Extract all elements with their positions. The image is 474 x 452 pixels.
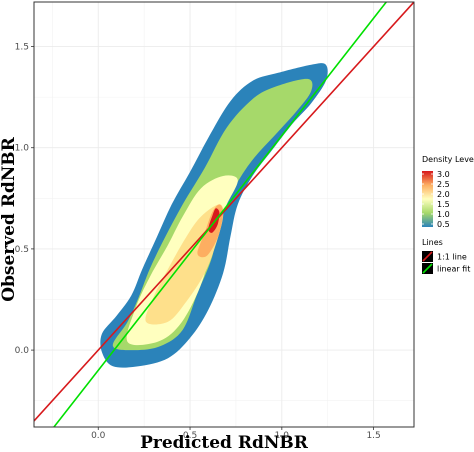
lines-legend-title: Lines (422, 238, 443, 247)
1-1-line-line (34, 2, 414, 422)
density-legend-label: 1.5 (437, 200, 450, 209)
legend: Density Level 3.02.52.01.51.00.5 Lines 1:1 … (422, 155, 474, 274)
density-legend-label: 3.0 (437, 170, 450, 179)
x-axis-title: Predicted RdNBR (140, 433, 309, 452)
y-tick-label: 1.5 (15, 43, 29, 53)
plot-panel (34, 2, 414, 427)
lines-legend-swatch (422, 263, 433, 274)
y-tick-label: 0.0 (15, 346, 30, 356)
plot-border (33, 1, 415, 428)
y-tick-label: 0.5 (15, 245, 29, 255)
y-axis-title: Observed RdNBR (0, 136, 19, 301)
lines-legend-label: linear fit (437, 265, 470, 274)
x-tick-label: 1.5 (366, 431, 380, 441)
x-tick-label: 0.5 (183, 431, 197, 441)
axes: 0.0 0.5 1.0 1.5 0.0 0.5 1.0 1.5 Predicted RdNBR O… (0, 1, 415, 452)
lines-legend-label: 1:1 line (437, 253, 467, 262)
linear-fit-line (52, 2, 388, 427)
x-tick-label: 1.0 (275, 431, 290, 441)
density-legend-label: 1.0 (437, 210, 450, 219)
density-colorbar (422, 171, 433, 227)
x-tick-label: 0.0 (91, 431, 106, 441)
density-legend-label: 2.5 (437, 180, 450, 189)
y-tick-label: 1.0 (15, 144, 30, 154)
density-legend-label: 2.0 (437, 190, 450, 199)
lines-legend-swatch (422, 251, 433, 262)
density-legend-label: 0.5 (437, 220, 450, 229)
density-legend-title: Density Level (422, 155, 474, 164)
